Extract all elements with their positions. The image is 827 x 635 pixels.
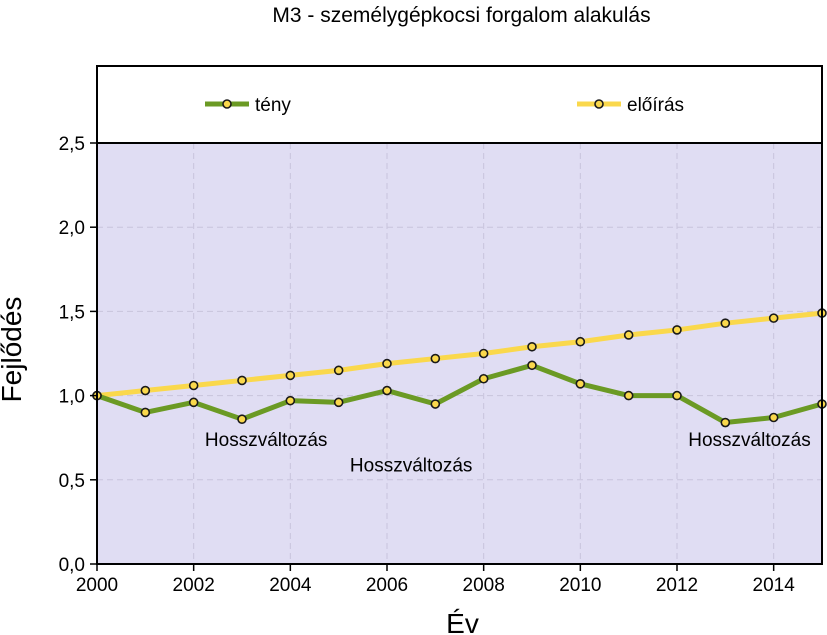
annotation-label: Hosszváltozás [350, 455, 473, 476]
legend-marker [222, 99, 232, 109]
y-tick-label: 1,0 [59, 387, 85, 408]
data-point-eloiras [140, 385, 151, 396]
y-tick-label: 0,5 [59, 471, 85, 492]
annotation-label: Hosszváltozás [205, 430, 328, 451]
data-point-teny [672, 390, 682, 401]
x-tick-label: 2008 [463, 575, 505, 596]
x-tick-label: 2006 [366, 575, 408, 596]
data-point-teny [720, 417, 731, 428]
data-point-teny [382, 385, 392, 396]
y-axis-ticks: 0,0 0,5 1,0 1,5 2,0 2,5 [59, 134, 97, 576]
series-line-teny [96, 362, 823, 426]
x-tick-label: 2014 [753, 575, 796, 596]
data-point-teny [333, 397, 344, 408]
data-point-eloiras [527, 341, 537, 352]
legend: tény előírás [205, 95, 684, 116]
legend-marker [594, 99, 604, 109]
data-point-eloiras [382, 358, 392, 369]
data-point-teny [188, 397, 199, 408]
data-points [92, 308, 827, 428]
x-tick-label: 2002 [173, 575, 215, 596]
data-point-eloiras [672, 325, 682, 335]
series-group [96, 310, 823, 426]
data-point-eloiras [575, 336, 586, 347]
data-point-teny [768, 412, 779, 423]
data-point-eloiras [768, 313, 779, 323]
x-tick-label: 2004 [269, 575, 312, 596]
data-point-eloiras [333, 365, 344, 376]
data-point-teny [575, 379, 586, 389]
data-point-eloiras [237, 375, 247, 386]
x-tick-label: 2012 [656, 575, 698, 596]
y-tick-label: 0,0 [59, 555, 85, 576]
data-point-eloiras [188, 380, 199, 391]
data-point-teny [527, 360, 537, 371]
data-point-eloiras [430, 353, 441, 364]
plot-frame [96, 65, 823, 565]
y-tick-label: 2,0 [59, 218, 85, 239]
y-axis-label: Fejlődés [0, 297, 27, 403]
data-point-teny [478, 373, 489, 384]
x-tick-label: 2000 [76, 575, 118, 596]
chart-title: M3 - személygépkocsi forgalom alakulás [272, 4, 650, 27]
data-point-eloiras [478, 348, 489, 359]
annotation-label: Hosszváltozás [688, 430, 811, 451]
annotations: Hosszváltozás Hosszváltozás Hosszváltozás [205, 430, 811, 476]
x-tick-label: 2010 [559, 575, 601, 596]
data-point-teny [285, 395, 296, 406]
data-point-teny [430, 399, 441, 409]
data-point-teny [237, 414, 247, 424]
data-point-eloiras [720, 318, 731, 328]
series-line-eloiras [96, 310, 823, 399]
data-point-teny [140, 407, 151, 418]
y-tick-label: 1,5 [59, 302, 85, 323]
data-point-eloiras [623, 330, 634, 340]
x-axis-ticks: 2000 2002 2004 2006 2008 2010 2012 2014 [76, 564, 795, 596]
data-point-eloiras [285, 370, 296, 381]
legend-label: előírás [627, 95, 684, 116]
x-axis-label: Év [446, 608, 479, 635]
legend-label: tény [255, 95, 291, 116]
plot-area [97, 143, 822, 564]
y-tick-label: 2,5 [59, 134, 85, 155]
data-point-teny [623, 390, 634, 401]
